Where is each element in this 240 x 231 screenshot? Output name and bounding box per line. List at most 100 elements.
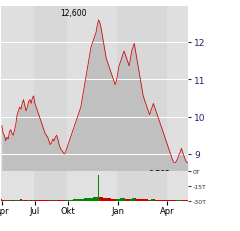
Bar [167, 171, 188, 201]
Bar [66, 200, 67, 201]
Bar [148, 200, 149, 201]
Bar [23, 200, 24, 201]
Bar [38, 200, 39, 201]
Bar [109, 199, 111, 201]
Bar [122, 198, 123, 201]
Bar [87, 198, 88, 201]
Bar [103, 198, 104, 201]
Text: 12,600: 12,600 [60, 9, 86, 18]
Bar [43, 200, 44, 201]
Bar [135, 199, 136, 201]
Bar [114, 199, 116, 201]
Bar [62, 200, 64, 201]
Bar [32, 200, 33, 201]
Bar [150, 200, 151, 201]
Bar [107, 198, 108, 201]
Bar [39, 200, 41, 201]
Bar [140, 199, 141, 201]
Bar [10, 200, 11, 201]
Bar [182, 200, 183, 201]
Bar [127, 199, 129, 201]
Bar [104, 198, 106, 201]
Bar [71, 200, 72, 201]
Bar [92, 198, 93, 201]
Bar [102, 197, 103, 201]
Bar [99, 197, 101, 201]
Bar [165, 200, 167, 201]
Bar [111, 199, 112, 201]
Bar [70, 200, 71, 201]
Bar [121, 198, 122, 201]
Bar [131, 199, 132, 201]
Bar [50, 200, 51, 201]
Bar [5, 200, 6, 201]
Bar [149, 200, 150, 201]
Bar [34, 200, 36, 201]
Bar [2, 200, 4, 201]
Bar [80, 199, 81, 201]
Bar [81, 199, 83, 201]
Bar [126, 199, 127, 201]
Bar [168, 200, 169, 201]
Bar [154, 200, 155, 201]
Bar [55, 200, 56, 201]
Bar [180, 200, 181, 201]
Bar [159, 200, 160, 201]
Bar [27, 200, 28, 201]
Bar [33, 200, 34, 201]
Bar [54, 200, 55, 201]
Bar [106, 198, 107, 201]
Bar [88, 198, 89, 201]
Bar [41, 200, 42, 201]
Bar [83, 199, 84, 201]
Bar [143, 199, 144, 201]
Bar [94, 197, 96, 201]
Bar [30, 200, 32, 201]
Bar [72, 200, 74, 201]
Bar [134, 198, 135, 201]
Bar [116, 199, 117, 201]
Bar [42, 200, 43, 201]
Bar [11, 200, 13, 201]
Bar [144, 199, 145, 201]
Bar [65, 200, 66, 201]
Bar [36, 200, 37, 201]
Bar [46, 200, 47, 201]
Bar [79, 199, 80, 201]
Bar [13, 200, 14, 201]
Bar [52, 200, 54, 201]
Bar [139, 199, 140, 201]
Bar [64, 200, 65, 201]
Bar [118, 199, 120, 201]
Bar [19, 200, 20, 201]
Bar [14, 200, 15, 201]
Bar [20, 200, 22, 201]
Bar [158, 200, 159, 201]
Bar [90, 198, 92, 201]
Bar [37, 200, 38, 201]
Bar [153, 200, 154, 201]
Bar [120, 199, 121, 201]
Bar [163, 200, 164, 201]
Bar [75, 199, 76, 201]
Bar [1, 171, 34, 201]
Bar [98, 175, 99, 201]
Bar [85, 198, 87, 201]
Bar [25, 200, 27, 201]
Bar [44, 200, 46, 201]
Bar [167, 200, 168, 201]
Bar [17, 200, 18, 201]
Bar [151, 200, 153, 201]
Bar [164, 200, 165, 201]
Bar [117, 199, 118, 201]
Bar [129, 199, 130, 201]
Bar [28, 200, 29, 201]
Bar [51, 200, 52, 201]
Bar [9, 200, 10, 201]
Bar [112, 199, 113, 201]
Bar [22, 200, 23, 201]
Bar [93, 198, 94, 201]
Bar [169, 200, 171, 201]
Bar [84, 198, 85, 201]
Bar [101, 197, 102, 201]
